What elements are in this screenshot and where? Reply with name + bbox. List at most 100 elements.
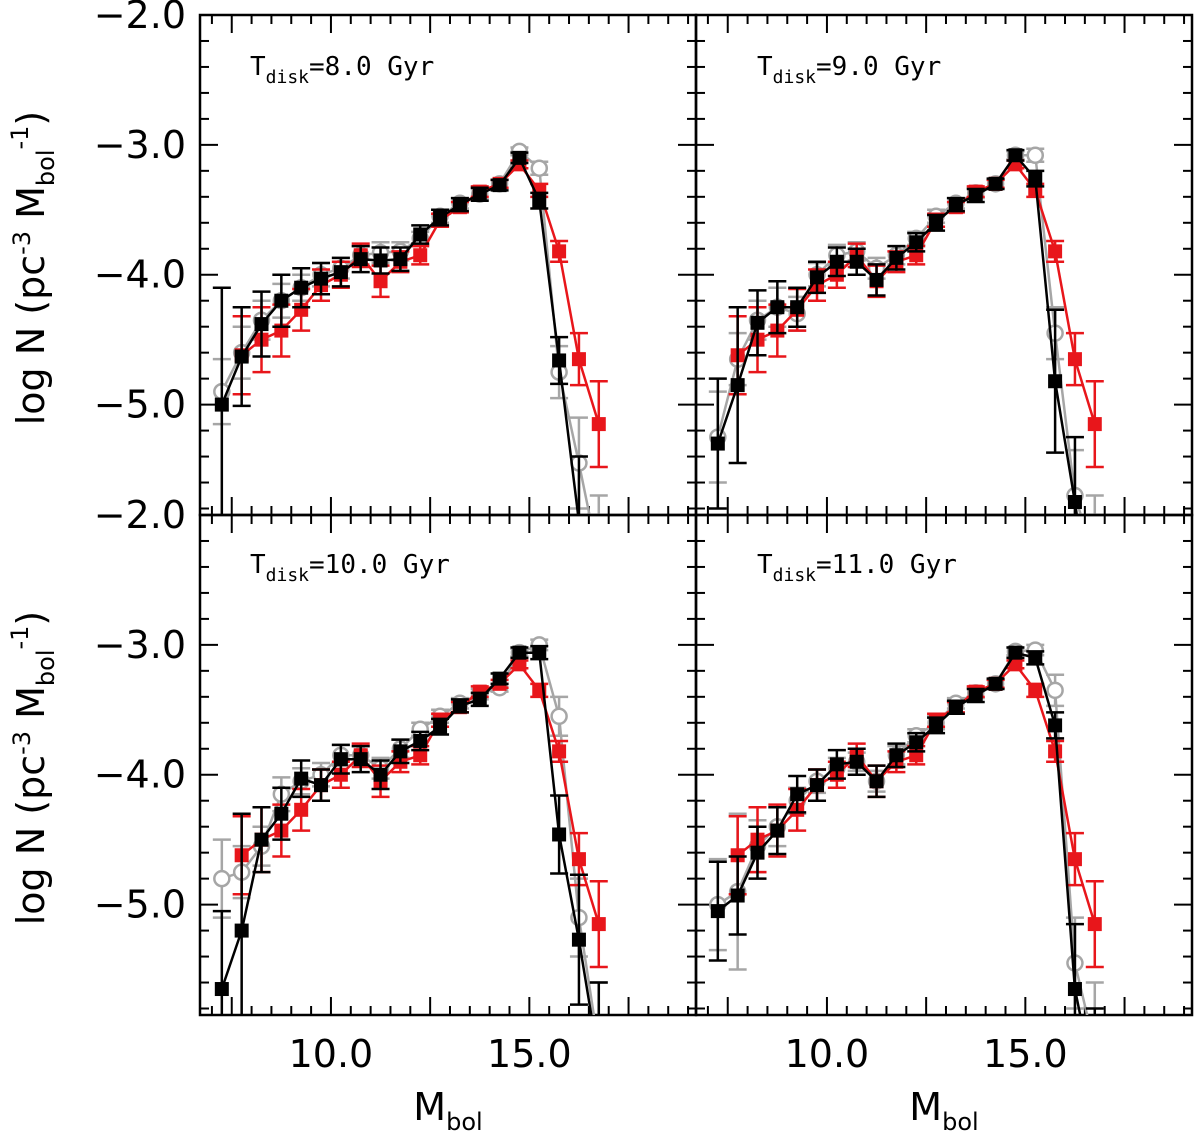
black-model-point	[393, 252, 408, 267]
black-model-point	[274, 806, 289, 821]
panel-1	[694, 13, 1194, 645]
y-tick-label: −4.0	[94, 253, 186, 297]
black-model-point	[849, 254, 864, 269]
y-tick-label: −2.0	[94, 0, 186, 37]
black-model-point	[234, 923, 249, 938]
black-model-point	[1088, 1079, 1102, 1093]
black-model-point	[413, 733, 428, 748]
black-model-point	[433, 719, 448, 734]
black-model-point	[829, 757, 844, 772]
x-tick-label: 10.0	[785, 1032, 870, 1076]
black-model-point	[333, 752, 348, 767]
black-model-point	[1088, 631, 1102, 645]
gray-model-point	[1087, 553, 1102, 568]
observed-point	[591, 417, 606, 432]
black-model-point	[968, 188, 983, 203]
gray-model-point	[550, 707, 568, 726]
panel-data	[212, 142, 608, 671]
observed-point	[552, 244, 567, 259]
black-model-point	[1048, 374, 1063, 389]
y-tick-label: −4.0	[94, 753, 186, 797]
black-model-point	[929, 215, 944, 230]
observed-point	[730, 848, 745, 863]
black-model-point	[294, 771, 309, 786]
observed-point	[1048, 744, 1063, 759]
observed-point	[1067, 352, 1082, 367]
panel-label-3: Tdisk=11.0 Gyr	[757, 550, 957, 586]
observed-point	[1028, 683, 1043, 698]
gray-model-point	[591, 553, 606, 568]
black-model-line	[220, 155, 580, 515]
black-model-point	[552, 827, 567, 842]
black-model-point	[770, 823, 785, 838]
black-model-point	[710, 904, 725, 919]
black-model-point	[909, 235, 924, 250]
observed-point	[373, 274, 388, 289]
black-model-point	[592, 657, 606, 671]
panel-0: −2.0 −3.0 −4.0 −5.0 −2.0	[94, 0, 698, 671]
black-model-point	[393, 744, 408, 759]
panel-label-2: Tdisk=10.0 Gyr	[250, 550, 450, 586]
black-model-point	[571, 514, 586, 515]
gray-model-point	[1087, 1040, 1102, 1055]
black-model-point	[829, 254, 844, 269]
black-model-series	[708, 645, 1104, 1093]
black-model-point	[472, 187, 487, 202]
black-model-point	[790, 787, 805, 802]
black-model-point	[592, 1053, 606, 1067]
black-model-point	[532, 193, 547, 208]
observed-point	[1048, 244, 1063, 259]
black-model-point	[948, 700, 963, 715]
observed-point	[1008, 657, 1023, 672]
black-model-point	[790, 300, 805, 315]
black-model-point	[929, 718, 944, 733]
black-model-point	[314, 778, 329, 793]
black-model-point	[968, 688, 983, 703]
black-model-point	[571, 932, 586, 947]
x-axis-title-left: Mbol	[413, 1085, 482, 1136]
panel-3: 10.0 15.0	[694, 513, 1194, 1093]
black-model-point	[333, 265, 348, 280]
gray-model-point	[213, 869, 231, 888]
x-tick-label: 10.0	[289, 1032, 374, 1076]
black-model-point	[1028, 171, 1043, 186]
black-model-point	[234, 349, 249, 364]
black-model-point	[254, 832, 269, 847]
observed-point	[571, 852, 586, 867]
black-model-point	[532, 645, 547, 660]
observed-point	[1087, 917, 1102, 932]
black-model-point	[1008, 148, 1023, 163]
black-model-point	[452, 698, 467, 713]
chart-marks: −2.0 −3.0 −4.0 −5.0 −2.0 −3.0 −4.0 −5.0 10.0 15.0…	[94, 0, 1194, 1093]
y-axis-title-bottom: log N (pc-3 Mbol-1)	[6, 611, 60, 926]
gray-model-line	[221, 643, 596, 1015]
panel-data	[212, 636, 608, 1067]
black-model-point	[1048, 718, 1063, 733]
black-model-point	[294, 280, 309, 295]
observed-point	[512, 657, 527, 672]
black-model-line	[717, 651, 1082, 1015]
panel-frame	[198, 513, 698, 1017]
black-model-point	[214, 982, 229, 997]
black-model-point	[274, 293, 289, 308]
black-model-series	[212, 150, 606, 671]
black-model-point	[472, 692, 487, 707]
black-model-point	[353, 252, 368, 267]
black-model-point	[889, 250, 904, 265]
black-model-point	[254, 317, 269, 332]
gray-model-point	[591, 1040, 606, 1055]
black-model-point	[948, 197, 963, 212]
x-tick-label: 15.0	[487, 1032, 572, 1076]
black-model-point	[849, 754, 864, 769]
black-model-point	[710, 436, 725, 451]
black-model-point	[1067, 495, 1082, 510]
y-tick-label: −5.0	[94, 883, 186, 927]
gray-model-point	[1026, 146, 1045, 165]
observed-point	[413, 248, 428, 263]
black-model-point	[492, 178, 507, 193]
x-tick-label: 15.0	[983, 1032, 1068, 1076]
black-model-point	[314, 271, 329, 286]
observed-point	[294, 802, 309, 817]
observed-point	[591, 917, 606, 932]
